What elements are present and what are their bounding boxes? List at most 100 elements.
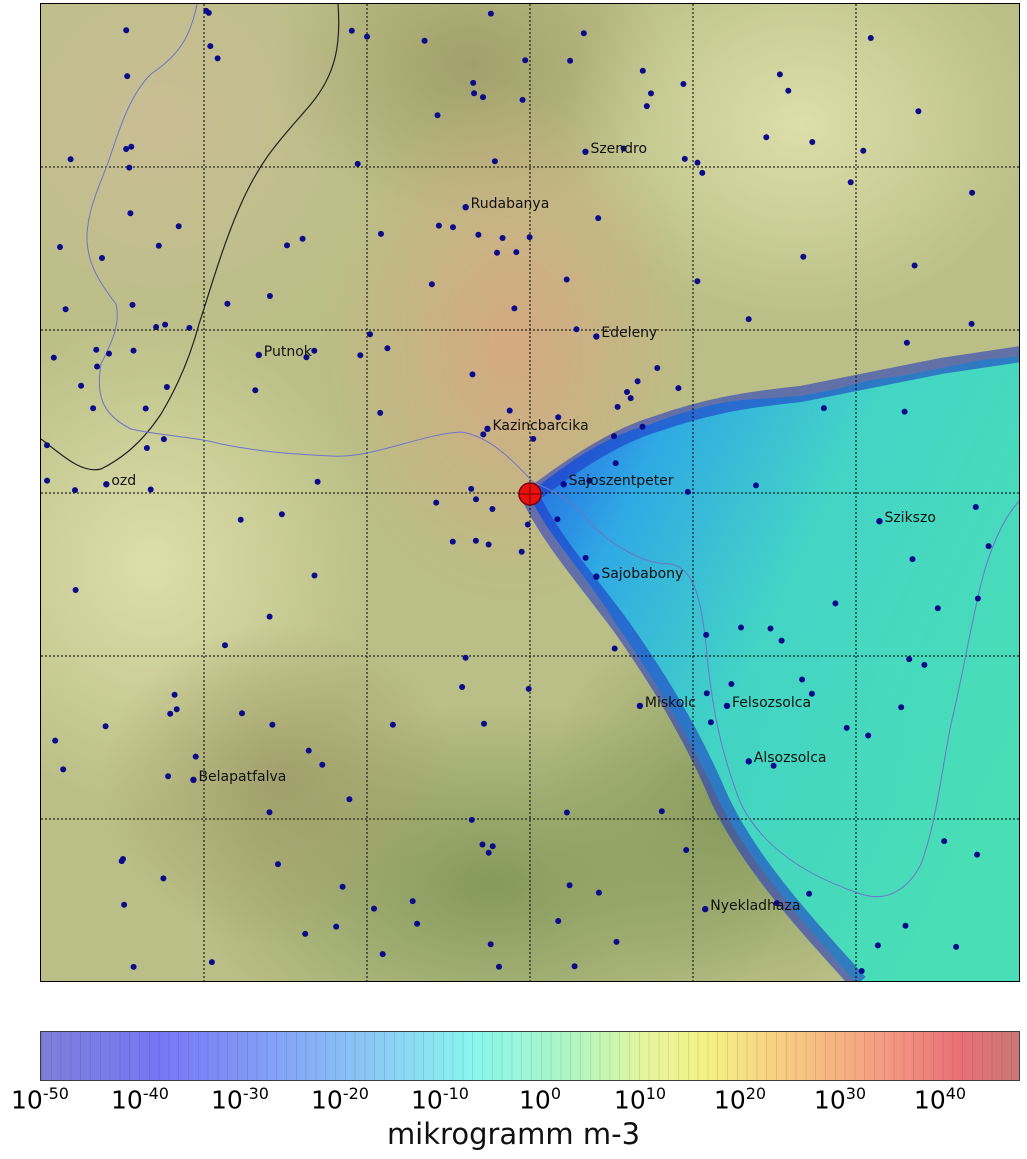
station-dot — [192, 753, 199, 760]
station-dot — [67, 156, 74, 163]
town-dot — [103, 481, 110, 488]
station-dot — [858, 968, 865, 974]
station-dot — [799, 676, 806, 683]
station-dot — [681, 155, 688, 162]
station-dot — [428, 281, 435, 288]
station-dot — [252, 387, 259, 394]
station-dot — [627, 395, 634, 402]
town-dot — [582, 148, 589, 155]
station-dot — [867, 35, 874, 41]
station-dot — [237, 516, 244, 523]
town-dot — [560, 481, 567, 488]
station-dot — [554, 516, 561, 523]
station-dot — [586, 477, 593, 484]
station-dot — [567, 57, 574, 64]
station-dot — [379, 951, 386, 958]
station-dot — [843, 724, 850, 731]
station-dot — [953, 943, 960, 950]
station-dot — [239, 710, 245, 717]
station-dot — [648, 90, 654, 97]
station-dot — [333, 923, 340, 930]
town-label: Nyekladhaza — [710, 898, 801, 915]
colorbar-tick-label: 100 — [519, 1084, 561, 1115]
station-dot — [266, 613, 273, 620]
station-dot — [346, 796, 353, 803]
station-dot — [865, 732, 872, 739]
station-dot — [284, 242, 290, 249]
station-dot — [745, 316, 752, 323]
town-label: Edeleny — [601, 325, 658, 342]
station-dot — [52, 737, 59, 744]
colorbar-tick-label: 1010 — [613, 1084, 667, 1115]
colorbar-label: mikrogramm m-3 — [386, 1117, 641, 1151]
river-west — [86, 4, 1019, 898]
station-dot — [389, 721, 396, 728]
station-dot — [62, 306, 69, 313]
station-dot — [694, 278, 701, 285]
town-label: Alsozsolca — [753, 750, 827, 767]
station-dot — [902, 922, 909, 929]
station-dot — [435, 222, 442, 229]
colorbar-stripes — [41, 1032, 1019, 1080]
station-dot — [479, 841, 486, 848]
station-dot — [658, 808, 665, 815]
station-dot — [434, 112, 441, 119]
station-dot — [384, 345, 391, 352]
station-dot — [469, 371, 476, 378]
town-dot — [876, 518, 883, 525]
station-dot — [526, 234, 533, 241]
station-dot — [106, 350, 112, 357]
station-dot — [620, 145, 627, 152]
station-dot — [126, 164, 133, 171]
colorbar-tick-label: 10-20 — [311, 1084, 369, 1115]
station-dot — [770, 762, 777, 769]
town-dot — [593, 333, 600, 340]
station-dot — [78, 382, 85, 389]
station-dot — [624, 389, 630, 395]
station-dot — [468, 816, 475, 823]
station-dot — [699, 169, 706, 176]
station-dot — [555, 414, 562, 421]
station-dot — [269, 721, 276, 728]
station-dot — [357, 352, 364, 359]
station-dot — [171, 691, 178, 698]
station-dot — [582, 554, 589, 561]
station-dot — [124, 73, 131, 80]
station-dot — [121, 901, 128, 908]
station-dot — [155, 242, 162, 249]
town-dot — [593, 573, 600, 580]
station-dot — [680, 81, 687, 87]
station-dot — [449, 538, 456, 545]
station-dot — [639, 67, 646, 74]
station-dot — [487, 10, 494, 17]
town-label: Sajobabony — [601, 565, 684, 582]
town-label: Putnok — [263, 343, 312, 360]
colorbar — [40, 1031, 1020, 1081]
station-dot — [643, 103, 650, 110]
station-dot — [800, 253, 807, 260]
station-dot — [485, 849, 492, 856]
station-dot — [299, 235, 306, 242]
station-dot — [57, 244, 63, 250]
station-dot — [901, 408, 908, 415]
station-dot — [314, 478, 321, 485]
station-dot — [130, 347, 137, 354]
station-dot — [595, 889, 602, 896]
station-dot — [573, 326, 580, 333]
station-dot — [487, 941, 494, 948]
station-dot — [563, 809, 570, 816]
station-dot — [371, 905, 377, 912]
town-dot — [255, 351, 262, 359]
station-dot — [767, 625, 774, 632]
station-dot — [224, 300, 231, 307]
station-dot — [974, 851, 981, 858]
station-dot — [377, 409, 384, 416]
station-dot — [162, 321, 169, 328]
station-dot — [153, 324, 160, 330]
station-dot — [518, 548, 525, 555]
station-dot — [354, 160, 361, 167]
station-dot — [127, 210, 134, 217]
station-dot — [160, 875, 167, 882]
station-dot — [207, 43, 214, 50]
station-dot — [167, 710, 174, 717]
